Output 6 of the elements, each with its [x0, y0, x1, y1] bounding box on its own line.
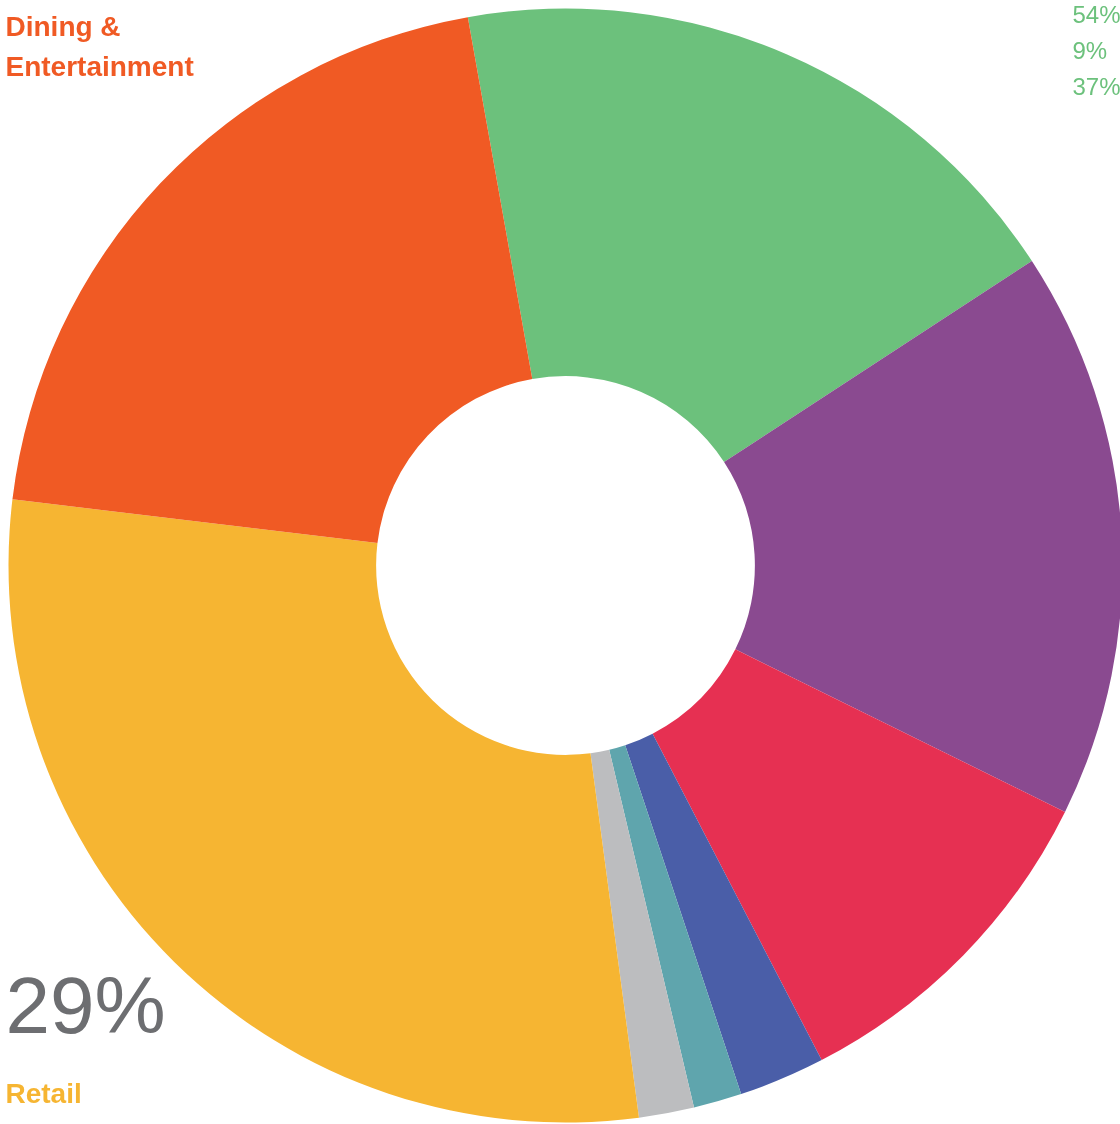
text: 9% — [1072, 37, 1108, 64]
text: 54% — [1072, 1, 1120, 28]
slice-label: Retail — [5, 1077, 82, 1109]
data-label: 29% — [5, 961, 166, 1050]
text: 37% — [1072, 73, 1120, 100]
slice-label: Dining & Entertainment — [5, 10, 194, 82]
